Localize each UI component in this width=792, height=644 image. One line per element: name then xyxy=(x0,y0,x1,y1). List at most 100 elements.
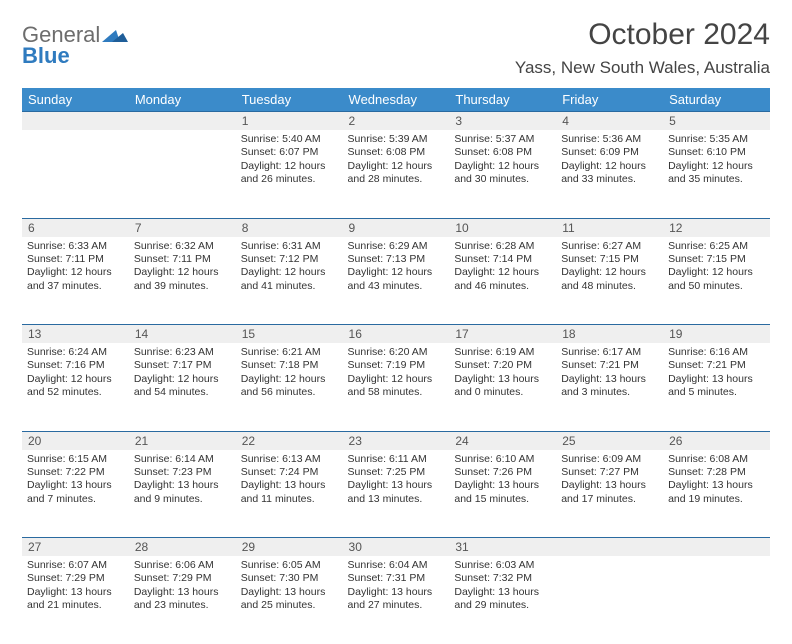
day-cell: Sunrise: 5:37 AMSunset: 6:08 PMDaylight:… xyxy=(449,130,556,218)
sunset-text: Sunset: 7:30 PM xyxy=(241,572,338,585)
week-row: Sunrise: 5:40 AMSunset: 6:07 PMDaylight:… xyxy=(22,130,770,218)
daylight-text: Daylight: 13 hours xyxy=(454,586,551,599)
day-number-cell xyxy=(129,112,236,131)
day-cell-content: Sunrise: 6:19 AMSunset: 7:20 PMDaylight:… xyxy=(449,343,556,405)
daylight-text: Daylight: 13 hours xyxy=(134,479,231,492)
daylight-text: and 13 minutes. xyxy=(348,493,445,506)
daylight-text: and 17 minutes. xyxy=(561,493,658,506)
daylight-text: and 29 minutes. xyxy=(454,599,551,612)
day-number-cell: 10 xyxy=(449,218,556,237)
daylight-text: Daylight: 13 hours xyxy=(348,586,445,599)
daylight-text: Daylight: 12 hours xyxy=(27,373,124,386)
sunrise-text: Sunrise: 6:11 AM xyxy=(348,453,445,466)
weekday-header: Saturday xyxy=(663,88,770,112)
day-cell: Sunrise: 5:39 AMSunset: 6:08 PMDaylight:… xyxy=(343,130,450,218)
daylight-text: Daylight: 12 hours xyxy=(454,160,551,173)
day-cell: Sunrise: 6:17 AMSunset: 7:21 PMDaylight:… xyxy=(556,343,663,431)
day-cell-content: Sunrise: 6:25 AMSunset: 7:15 PMDaylight:… xyxy=(663,237,770,299)
day-cell xyxy=(22,130,129,218)
daylight-text: Daylight: 13 hours xyxy=(454,479,551,492)
daylight-text: Daylight: 12 hours xyxy=(348,266,445,279)
weekday-header: Thursday xyxy=(449,88,556,112)
sunset-text: Sunset: 7:31 PM xyxy=(348,572,445,585)
day-cell-content: Sunrise: 6:13 AMSunset: 7:24 PMDaylight:… xyxy=(236,450,343,512)
day-cell-content: Sunrise: 6:05 AMSunset: 7:30 PMDaylight:… xyxy=(236,556,343,618)
sunset-text: Sunset: 7:27 PM xyxy=(561,466,658,479)
daynum-row: 20212223242526 xyxy=(22,431,770,450)
sunrise-text: Sunrise: 6:14 AM xyxy=(134,453,231,466)
day-cell xyxy=(556,556,663,644)
daylight-text: Daylight: 12 hours xyxy=(454,266,551,279)
sunrise-text: Sunrise: 6:09 AM xyxy=(561,453,658,466)
sunset-text: Sunset: 7:16 PM xyxy=(27,359,124,372)
daylight-text: Daylight: 13 hours xyxy=(134,586,231,599)
daylight-text: Daylight: 12 hours xyxy=(668,160,765,173)
day-cell: Sunrise: 5:36 AMSunset: 6:09 PMDaylight:… xyxy=(556,130,663,218)
sunrise-text: Sunrise: 6:10 AM xyxy=(454,453,551,466)
day-number-cell: 27 xyxy=(22,538,129,557)
daylight-text: and 0 minutes. xyxy=(454,386,551,399)
sunset-text: Sunset: 7:29 PM xyxy=(134,572,231,585)
day-cell: Sunrise: 6:28 AMSunset: 7:14 PMDaylight:… xyxy=(449,237,556,325)
logo-mark-icon xyxy=(102,28,128,46)
location-text: Yass, New South Wales, Australia xyxy=(515,58,770,78)
day-number-cell: 29 xyxy=(236,538,343,557)
sunrise-text: Sunrise: 6:17 AM xyxy=(561,346,658,359)
daylight-text: and 28 minutes. xyxy=(348,173,445,186)
day-cell: Sunrise: 6:11 AMSunset: 7:25 PMDaylight:… xyxy=(343,450,450,538)
daylight-text: Daylight: 13 hours xyxy=(348,479,445,492)
day-cell: Sunrise: 6:04 AMSunset: 7:31 PMDaylight:… xyxy=(343,556,450,644)
sunrise-text: Sunrise: 6:13 AM xyxy=(241,453,338,466)
title-block: October 2024 Yass, New South Wales, Aust… xyxy=(515,18,770,78)
day-cell: Sunrise: 6:13 AMSunset: 7:24 PMDaylight:… xyxy=(236,450,343,538)
day-cell-content: Sunrise: 6:08 AMSunset: 7:28 PMDaylight:… xyxy=(663,450,770,512)
week-row: Sunrise: 6:24 AMSunset: 7:16 PMDaylight:… xyxy=(22,343,770,431)
day-number-cell: 4 xyxy=(556,112,663,131)
day-cell: Sunrise: 6:33 AMSunset: 7:11 PMDaylight:… xyxy=(22,237,129,325)
daylight-text: and 58 minutes. xyxy=(348,386,445,399)
day-cell: Sunrise: 5:35 AMSunset: 6:10 PMDaylight:… xyxy=(663,130,770,218)
sunset-text: Sunset: 7:14 PM xyxy=(454,253,551,266)
day-cell-content: Sunrise: 5:40 AMSunset: 6:07 PMDaylight:… xyxy=(236,130,343,192)
day-cell-content: Sunrise: 6:21 AMSunset: 7:18 PMDaylight:… xyxy=(236,343,343,405)
day-cell: Sunrise: 6:32 AMSunset: 7:11 PMDaylight:… xyxy=(129,237,236,325)
sunset-text: Sunset: 7:29 PM xyxy=(27,572,124,585)
sunrise-text: Sunrise: 6:06 AM xyxy=(134,559,231,572)
daylight-text: and 15 minutes. xyxy=(454,493,551,506)
day-cell: Sunrise: 5:40 AMSunset: 6:07 PMDaylight:… xyxy=(236,130,343,218)
daylight-text: Daylight: 13 hours xyxy=(27,586,124,599)
day-number-cell: 13 xyxy=(22,325,129,344)
day-number-cell: 8 xyxy=(236,218,343,237)
day-cell-content: Sunrise: 6:15 AMSunset: 7:22 PMDaylight:… xyxy=(22,450,129,512)
daylight-text: Daylight: 12 hours xyxy=(241,266,338,279)
sunrise-text: Sunrise: 5:39 AM xyxy=(348,133,445,146)
day-cell-content: Sunrise: 6:23 AMSunset: 7:17 PMDaylight:… xyxy=(129,343,236,405)
daylight-text: and 11 minutes. xyxy=(241,493,338,506)
daylight-text: and 54 minutes. xyxy=(134,386,231,399)
sunrise-text: Sunrise: 6:24 AM xyxy=(27,346,124,359)
day-cell-content: Sunrise: 6:31 AMSunset: 7:12 PMDaylight:… xyxy=(236,237,343,299)
day-cell-content: Sunrise: 6:04 AMSunset: 7:31 PMDaylight:… xyxy=(343,556,450,618)
sunrise-text: Sunrise: 6:32 AM xyxy=(134,240,231,253)
daylight-text: and 56 minutes. xyxy=(241,386,338,399)
sunset-text: Sunset: 7:28 PM xyxy=(668,466,765,479)
day-cell-content: Sunrise: 6:27 AMSunset: 7:15 PMDaylight:… xyxy=(556,237,663,299)
sunrise-text: Sunrise: 6:27 AM xyxy=(561,240,658,253)
sunset-text: Sunset: 7:22 PM xyxy=(27,466,124,479)
daylight-text: and 30 minutes. xyxy=(454,173,551,186)
day-cell-content: Sunrise: 6:14 AMSunset: 7:23 PMDaylight:… xyxy=(129,450,236,512)
weekday-header: Tuesday xyxy=(236,88,343,112)
logo: General Blue xyxy=(22,18,128,67)
day-cell xyxy=(663,556,770,644)
daylight-text: Daylight: 12 hours xyxy=(348,160,445,173)
sunset-text: Sunset: 7:21 PM xyxy=(668,359,765,372)
daylight-text: Daylight: 12 hours xyxy=(561,266,658,279)
day-cell: Sunrise: 6:16 AMSunset: 7:21 PMDaylight:… xyxy=(663,343,770,431)
sunset-text: Sunset: 7:12 PM xyxy=(241,253,338,266)
day-number-cell: 21 xyxy=(129,431,236,450)
sunset-text: Sunset: 7:21 PM xyxy=(561,359,658,372)
daylight-text: and 46 minutes. xyxy=(454,280,551,293)
day-number-cell: 5 xyxy=(663,112,770,131)
day-cell-content: Sunrise: 6:20 AMSunset: 7:19 PMDaylight:… xyxy=(343,343,450,405)
sunrise-text: Sunrise: 6:28 AM xyxy=(454,240,551,253)
